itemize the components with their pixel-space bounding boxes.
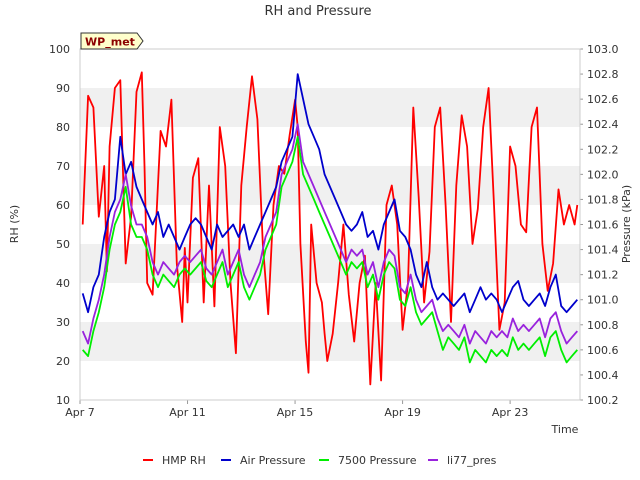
y-axis-left-title: RH (%) [8, 205, 21, 243]
y-right-tick-label: 102.4 [587, 118, 619, 131]
series-line-hmp-rh [81, 71, 579, 386]
legend-label: li77_pres [447, 454, 497, 467]
y-right-tick-label: 100.2 [587, 394, 619, 407]
x-axis: Apr 7 Apr 11 Apr 15 Apr 19 Apr 23 [65, 400, 528, 419]
y-right-tick-label: 101.8 [587, 193, 619, 206]
y-left-tick-label: 20 [56, 355, 70, 368]
y-left-tick-label: 10 [56, 394, 70, 407]
y-right-tick-label: 101.0 [587, 294, 619, 307]
chart-title: RH and Pressure [264, 4, 371, 19]
y-axis-left: 10 20 30 40 50 60 70 80 90 100 [49, 43, 70, 407]
legend-label: HMP RH [162, 454, 206, 467]
y-right-tick-label: 102.2 [587, 143, 619, 156]
x-axis-title: Time [551, 423, 579, 436]
y-right-tick-label: 101.6 [587, 219, 619, 232]
grid-band [80, 322, 580, 361]
y-right-tick-label: 100.8 [587, 319, 619, 332]
y-left-tick-label: 30 [56, 316, 70, 329]
y-left-tick-label: 100 [49, 43, 70, 56]
series-lines [81, 71, 579, 386]
y-left-tick-label: 70 [56, 160, 70, 173]
badge-shape [80, 32, 144, 50]
y-right-tick-label: 103.0 [587, 43, 619, 56]
y-right-tick-label: 102.6 [587, 93, 619, 106]
y-right-tick-label: 100.6 [587, 344, 619, 357]
plot-frame [79, 48, 581, 401]
x-tick-label: Apr 7 [65, 406, 95, 419]
badge-label: WP_met [85, 36, 135, 49]
y-left-tick-label: 90 [56, 82, 70, 95]
series-line-li77-pres [81, 123, 578, 345]
legend-label: 7500 Pressure [338, 454, 417, 467]
x-tick-label: Apr 15 [277, 406, 314, 419]
y-right-tick-label: 102.8 [587, 68, 619, 81]
legend: HMP RH Air Pressure 7500 Pressure li77_pres [143, 454, 497, 467]
station-badge: WP_met [80, 32, 144, 50]
y-left-tick-label: 40 [56, 277, 70, 290]
y-left-tick-label: 60 [56, 199, 70, 212]
series-line-7500-pressure [82, 135, 578, 364]
x-tick-label: Apr 19 [384, 406, 421, 419]
x-tick-label: Apr 23 [492, 406, 529, 419]
y-left-tick-label: 80 [56, 121, 70, 134]
y-right-tick-label: 102.0 [587, 168, 619, 181]
grid-band [80, 88, 580, 127]
x-tick-label: Apr 11 [169, 406, 206, 419]
y-right-tick-label: 101.4 [587, 244, 619, 257]
y-right-tick-label: 100.4 [587, 369, 619, 382]
y-axis-right-title: Pressure (kPa) [620, 185, 633, 263]
y-axis-right: 100.2 100.4 100.6 100.8 101.0 101.2 101.4 101.6… [580, 43, 619, 407]
y-right-tick-label: 101.2 [587, 269, 619, 282]
legend-label: Air Pressure [240, 454, 306, 467]
y-left-tick-label: 50 [56, 238, 70, 251]
series-line-air-pressure [81, 73, 578, 314]
